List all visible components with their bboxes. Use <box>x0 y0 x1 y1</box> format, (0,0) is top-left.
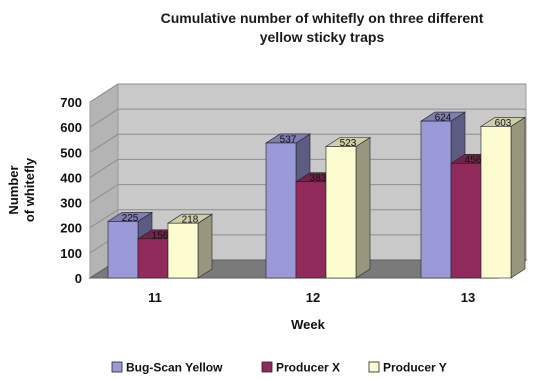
gridline <box>89 158 526 178</box>
gridlines <box>89 83 526 254</box>
y-tick-label: 100 <box>60 246 82 261</box>
data-label: 225 <box>122 213 139 224</box>
x-axis-label: Week <box>291 317 325 332</box>
y-tick-label: 200 <box>60 221 82 236</box>
y-axis: 0 100 200 300 400 500 600 700 Number of whitefly <box>6 95 82 286</box>
y-tick-label: 600 <box>60 120 82 135</box>
legend-label: Producer X <box>276 361 340 375</box>
bar-front <box>265 142 297 279</box>
y-tick-label: 300 <box>60 196 82 211</box>
y-axis-label: of whitefly <box>22 157 37 222</box>
legend-item: Producer X <box>261 361 340 375</box>
title-line: yellow sticky traps <box>260 29 385 45</box>
y-tick-label: 500 <box>60 145 82 160</box>
gridline <box>89 133 526 153</box>
legend-label: Producer Y <box>383 361 447 375</box>
legend-item: Producer Y <box>368 361 447 375</box>
gridline <box>89 184 526 203</box>
bar-front <box>167 222 199 279</box>
gridline <box>89 83 526 103</box>
x-tick-label: 11 <box>148 290 162 305</box>
bar: 624 <box>419 111 467 279</box>
bar: 603 <box>479 116 527 279</box>
x-axis: 11 12 13 Week <box>148 290 475 332</box>
bar: 523 <box>324 136 372 279</box>
data-label: 456 <box>465 155 482 166</box>
legend-swatch <box>111 361 123 373</box>
legend: Bug-Scan Yellow Producer X Producer Y <box>111 361 447 375</box>
bar-front <box>107 221 139 279</box>
bar-front <box>420 120 452 279</box>
legend-swatch <box>368 361 380 373</box>
data-label: 383 <box>310 173 327 184</box>
bar-front <box>295 181 327 279</box>
bar-front <box>137 238 169 279</box>
bar-front <box>325 146 357 279</box>
y-tick-label: 400 <box>60 170 82 185</box>
data-label: 156 <box>152 230 169 241</box>
x-tick-label: 12 <box>306 290 320 305</box>
gridline <box>89 209 526 229</box>
data-label: 537 <box>280 134 297 145</box>
legend-label: Bug-Scan Yellow <box>126 361 223 375</box>
bar-series: 225 156 218 537 383 523 624 456 603 <box>106 111 527 279</box>
data-label: 603 <box>495 118 512 129</box>
bar-front <box>450 163 482 279</box>
bar-front <box>480 126 512 279</box>
x-tick-label: 13 <box>461 290 475 305</box>
bar: 218 <box>166 213 214 279</box>
data-label: 218 <box>182 215 199 226</box>
bar-side <box>197 213 213 279</box>
legend-swatch <box>261 361 273 373</box>
data-label: 624 <box>435 113 452 124</box>
y-tick-label: 0 <box>75 271 82 286</box>
bar-side <box>355 136 371 279</box>
bar-side <box>510 116 526 279</box>
data-label: 523 <box>340 138 357 149</box>
y-tick-label: 700 <box>60 95 82 110</box>
chart-title: Cumulative number of whitefly on three d… <box>161 10 484 45</box>
y-axis-label: Number <box>6 165 21 214</box>
gridline <box>89 108 526 128</box>
legend-item: Bug-Scan Yellow <box>111 361 223 375</box>
title-line: Cumulative number of whitefly on three d… <box>161 10 484 26</box>
